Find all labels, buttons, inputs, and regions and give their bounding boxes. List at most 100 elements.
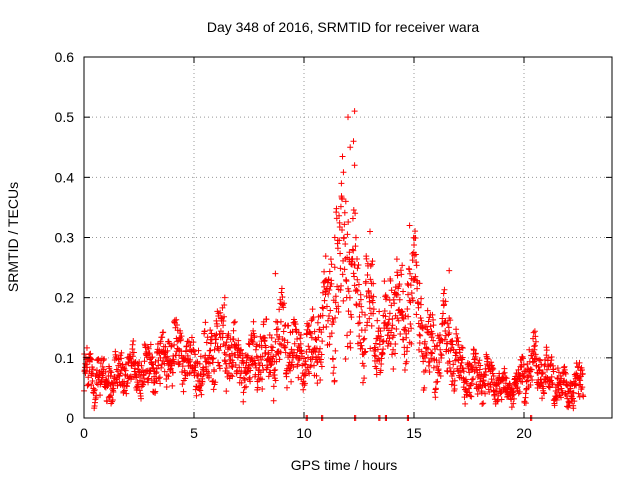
data-point xyxy=(326,312,333,319)
data-point xyxy=(490,373,497,380)
data-point xyxy=(337,265,344,272)
data-point xyxy=(217,343,224,350)
data-point xyxy=(360,363,367,370)
data-point xyxy=(222,342,229,349)
data-point xyxy=(100,357,107,364)
data-point xyxy=(445,331,452,338)
data-point xyxy=(387,277,394,284)
data-point xyxy=(434,378,441,385)
data-point xyxy=(458,359,465,366)
data-point xyxy=(341,209,348,216)
data-point xyxy=(395,317,402,324)
data-point xyxy=(319,312,326,319)
data-point xyxy=(328,261,335,268)
data-point xyxy=(335,308,342,315)
data-point xyxy=(169,382,176,389)
data-point xyxy=(152,388,159,395)
data-point xyxy=(470,375,477,382)
data-point xyxy=(240,389,247,396)
data-point xyxy=(498,396,505,403)
data-point xyxy=(241,384,248,391)
data-point xyxy=(114,382,121,389)
data-point xyxy=(328,330,335,337)
data-point xyxy=(123,390,130,397)
data-point xyxy=(296,344,303,351)
data-point xyxy=(405,328,412,335)
data-point xyxy=(148,360,155,367)
data-point xyxy=(319,304,326,311)
data-point xyxy=(429,350,436,357)
y-axis-label: SRMTID / TECUs xyxy=(5,182,21,292)
data-point xyxy=(354,276,361,283)
data-point xyxy=(415,320,422,327)
data-point xyxy=(350,247,357,254)
data-point xyxy=(551,402,558,409)
data-point xyxy=(132,365,139,372)
data-point xyxy=(129,353,136,360)
data-point xyxy=(424,326,431,333)
data-point xyxy=(254,384,261,391)
data-point xyxy=(323,303,330,310)
data-point xyxy=(413,311,420,318)
data-point xyxy=(451,386,458,393)
data-point xyxy=(354,265,361,272)
data-point xyxy=(362,311,369,318)
data-point xyxy=(351,162,358,169)
data-point xyxy=(297,335,304,342)
data-point xyxy=(131,368,138,375)
data-point xyxy=(390,365,397,372)
data-point xyxy=(330,364,337,371)
data-point xyxy=(133,372,140,379)
data-point xyxy=(340,169,347,176)
data-point xyxy=(352,243,359,250)
data-point xyxy=(445,324,452,331)
data-point xyxy=(231,318,238,325)
data-point xyxy=(318,363,325,370)
data-point xyxy=(85,374,92,381)
data-point xyxy=(174,345,181,352)
data-point xyxy=(288,346,295,353)
data-point xyxy=(306,370,313,377)
data-point xyxy=(394,272,401,279)
data-point xyxy=(332,347,339,354)
data-point xyxy=(517,378,524,385)
data-point xyxy=(118,355,125,362)
data-point xyxy=(158,364,165,371)
data-point xyxy=(320,324,327,331)
data-point xyxy=(160,329,167,336)
data-point xyxy=(527,366,534,373)
data-point xyxy=(259,353,266,360)
data-point xyxy=(211,346,218,353)
data-point xyxy=(437,372,444,379)
data-point xyxy=(338,180,345,187)
data-point xyxy=(230,336,237,343)
data-point xyxy=(471,368,478,375)
data-point xyxy=(349,246,356,253)
data-point xyxy=(124,379,131,386)
data-point xyxy=(102,368,109,375)
data-point xyxy=(213,331,220,338)
data-point xyxy=(520,361,527,368)
data-point xyxy=(173,321,180,328)
data-point xyxy=(373,365,380,372)
data-point xyxy=(195,347,202,354)
data-point xyxy=(413,262,420,269)
data-point xyxy=(191,367,198,374)
data-point xyxy=(438,354,445,361)
data-point xyxy=(244,352,251,359)
data-point xyxy=(461,377,468,384)
data-point xyxy=(530,329,537,336)
data-point xyxy=(436,369,443,376)
data-point xyxy=(138,395,145,402)
data-point xyxy=(358,303,365,310)
data-point xyxy=(470,347,477,354)
data-point xyxy=(355,261,362,268)
data-point xyxy=(489,364,496,371)
data-point xyxy=(322,253,329,260)
data-point xyxy=(303,348,310,355)
data-point xyxy=(468,393,475,400)
data-point xyxy=(353,286,360,293)
data-point xyxy=(202,319,209,326)
data-point xyxy=(193,392,200,399)
data-point xyxy=(465,385,472,392)
